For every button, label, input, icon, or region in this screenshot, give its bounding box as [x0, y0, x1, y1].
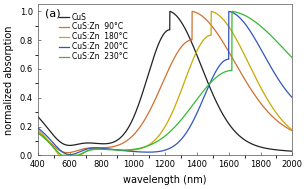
X-axis label: wavelength (nm): wavelength (nm) [123, 175, 207, 185]
CuS:Zn  200°C [153, 151, 157, 153]
CuS:Zn  200°C [49, 139, 53, 141]
CuS:Zn  230°C [153, 142, 157, 144]
CuS [153, 53, 157, 55]
CuS:Zn  180°C [36, 129, 40, 131]
CuS:Zn  230°C [160, 137, 164, 140]
Y-axis label: normalized absorption: normalized absorption [4, 25, 14, 135]
CuS [36, 115, 40, 118]
CuS:Zn  230°C [230, 10, 234, 12]
CuS:Zn  90°C [153, 99, 157, 101]
CuS:Zn  230°C [36, 132, 40, 134]
CuS:Zn  90°C [290, 130, 294, 132]
CuS [168, 10, 172, 12]
Line: CuS:Zn  230°C: CuS:Zn 230°C [38, 11, 292, 155]
CuS:Zn  90°C [283, 126, 287, 128]
CuS:Zn  200°C [68, 153, 72, 156]
CuS:Zn  180°C [237, 42, 240, 44]
CuS:Zn  90°C [160, 84, 164, 86]
CuS:Zn  180°C [209, 10, 213, 12]
CuS:Zn  230°C [283, 49, 287, 52]
CuS:Zn  230°C [237, 12, 240, 14]
Line: CuS:Zn  180°C: CuS:Zn 180°C [38, 11, 292, 155]
Legend: CuS, CuS:Zn  90°C, CuS:Zn  180°C, CuS:Zn  200°C, CuS:Zn  230°C: CuS, CuS:Zn 90°C, CuS:Zn 180°C, CuS:Zn 2… [60, 12, 128, 61]
CuS:Zn  200°C [283, 88, 287, 90]
CuS:Zn  200°C [160, 150, 164, 152]
CuS:Zn  230°C [283, 49, 287, 51]
CuS:Zn  90°C [190, 10, 194, 12]
CuS [160, 36, 163, 39]
CuS:Zn  230°C [60, 154, 64, 156]
CuS:Zn  180°C [58, 154, 61, 156]
CuS [283, 149, 287, 152]
CuS:Zn  230°C [49, 143, 53, 146]
Line: CuS: CuS [38, 11, 292, 151]
CuS:Zn  200°C [283, 88, 287, 90]
CuS:Zn  200°C [237, 15, 240, 18]
CuS:Zn  200°C [227, 10, 231, 12]
CuS:Zn  180°C [160, 131, 164, 133]
CuS:Zn  200°C [290, 97, 294, 99]
CuS:Zn  90°C [237, 67, 240, 70]
CuS:Zn  200°C [36, 127, 40, 129]
CuS [49, 131, 53, 133]
CuS:Zn  180°C [283, 122, 287, 125]
CuS:Zn  90°C [66, 152, 69, 154]
CuS:Zn  180°C [290, 129, 294, 131]
CuS [283, 149, 287, 152]
CuS:Zn  90°C [49, 142, 53, 144]
CuS:Zn  180°C [49, 143, 53, 145]
CuS:Zn  230°C [290, 57, 294, 59]
Line: CuS:Zn  200°C: CuS:Zn 200°C [38, 11, 292, 155]
CuS:Zn  90°C [283, 125, 287, 128]
CuS [290, 150, 294, 152]
Text: (a): (a) [45, 9, 61, 19]
CuS:Zn  180°C [283, 122, 287, 125]
CuS:Zn  90°C [36, 131, 40, 133]
Line: CuS:Zn  90°C: CuS:Zn 90°C [38, 11, 292, 153]
CuS:Zn  180°C [153, 139, 157, 141]
CuS [236, 134, 240, 136]
